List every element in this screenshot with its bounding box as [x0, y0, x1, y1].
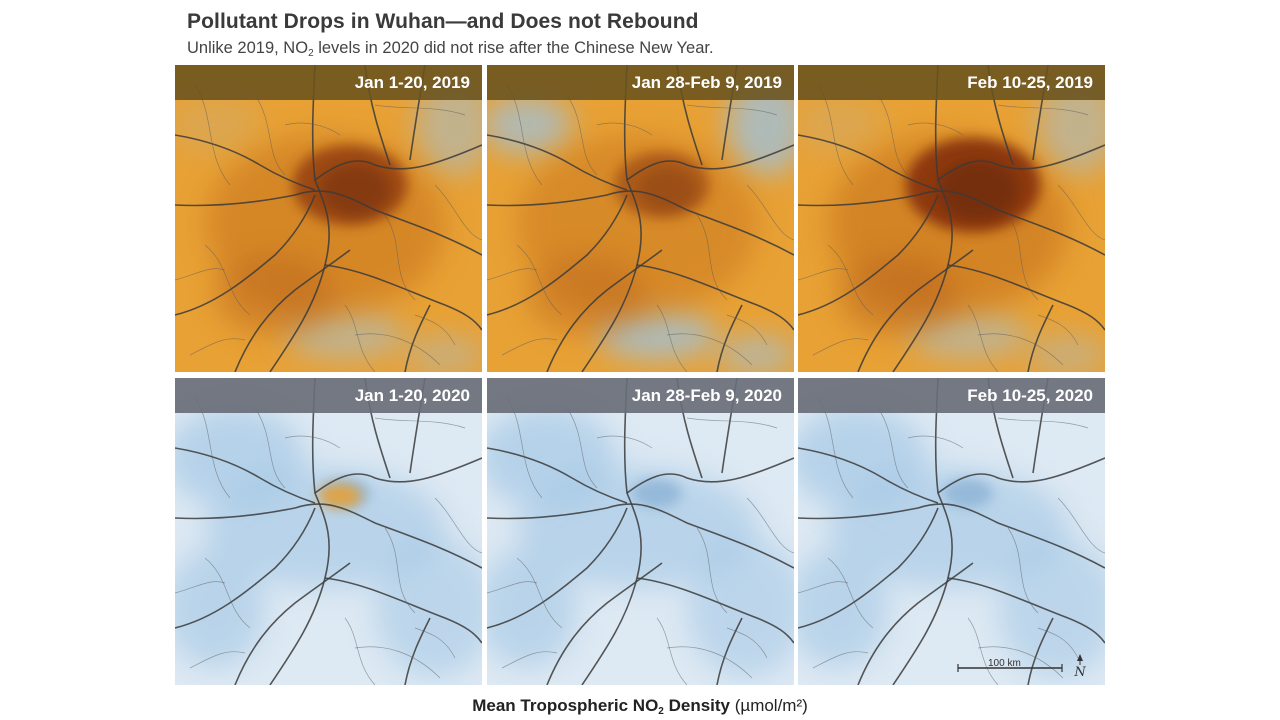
panel-date-label: Feb 10-25, 2020 [798, 378, 1105, 413]
no2-density-map [487, 65, 794, 372]
no2-density-map [487, 378, 794, 685]
north-label: N [1073, 665, 1086, 678]
map-panel-jan28-feb9-2019: Jan 28-Feb 9, 2019 [487, 65, 794, 372]
subtitle-text-after: levels in 2020 did not rise after the Ch… [313, 39, 714, 57]
panel-date-label: Jan 28-Feb 9, 2020 [487, 378, 794, 413]
no2-density-map [798, 65, 1105, 372]
no2-density-map [175, 378, 482, 685]
map-panel-feb-10-25-2019: Feb 10-25, 2019 [798, 65, 1105, 372]
subtitle-text-before: Unlike 2019, NO [187, 39, 309, 57]
panel-date-label: Jan 1-20, 2020 [175, 378, 482, 413]
panel-date-label: Feb 10-25, 2019 [798, 65, 1105, 100]
map-panel-jan-1-20-2020: Jan 1-20, 2020 [175, 378, 482, 685]
legend-caption: Mean Tropospheric NO2 Density (µmol/m²) [0, 696, 1280, 717]
legend-caption-title-end: Density [663, 696, 730, 715]
north-arrow-icon: N [1073, 654, 1086, 678]
no2-density-map [798, 378, 1105, 685]
map-subtitle: Unlike 2019, NO2 levels in 2020 did not … [187, 39, 714, 59]
legend-caption-unit: (µmol/m²) [734, 696, 808, 715]
map-panel-feb-10-25-2020: Feb 10-25, 2020 N 100 km [798, 378, 1105, 685]
map-panel-jan28-feb9-2020: Jan 28-Feb 9, 2020 [487, 378, 794, 685]
map-title: Pollutant Drops in Wuhan—and Does not Re… [187, 10, 699, 33]
scale-bar: N [957, 654, 1086, 678]
legend-caption-title: Mean Tropospheric NO [472, 696, 659, 715]
subtitle-subscript: 2 [308, 48, 314, 59]
no2-density-map [175, 65, 482, 372]
scale-label: 100 km [988, 658, 1021, 669]
map-panel-jan-1-20-2019: Jan 1-20, 2019 [175, 65, 482, 372]
panel-date-label: Jan 1-20, 2019 [175, 65, 482, 100]
panel-date-label: Jan 28-Feb 9, 2019 [487, 65, 794, 100]
legend-caption-subscript: 2 [658, 706, 664, 717]
